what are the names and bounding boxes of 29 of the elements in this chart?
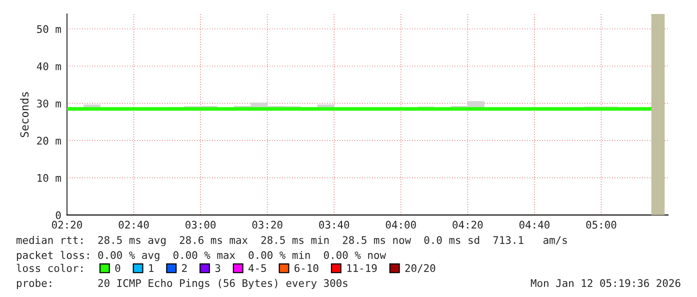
x-tick-label: 03:20 <box>252 220 282 229</box>
x-tick-label: 03:40 <box>319 220 350 229</box>
y-tick-label: 30 m <box>37 100 61 108</box>
text: median rtt: 28.5 ms avg 28.6 ms max 28.5 ms min 28.5 ms now 0.0 ms sd 713.1 am/s <box>16 236 567 246</box>
legend-label: 11-19 <box>347 264 377 272</box>
text: packet loss: 0.00 % avg 0.00 % max 0.00 % min 0.00 % now <box>16 250 386 262</box>
x-tick-label: 03:00 <box>186 220 216 229</box>
text: Mon Jan 12 05:19:36 2026 <box>530 279 680 288</box>
y-tick-label: 20 m <box>37 136 61 145</box>
y-axis-title: Seconds <box>20 92 29 138</box>
legend-label: 2 <box>182 264 187 272</box>
y-tick-label: 40 m <box>36 62 61 70</box>
legend-label: 6-10 <box>294 264 318 272</box>
x-tick-label: 02:40 <box>118 220 149 229</box>
x-tick-label: 04:20 <box>452 220 483 229</box>
legend-label: 4-5 <box>248 264 266 272</box>
x-tick-label: 05:00 <box>586 220 616 229</box>
y-tick-label: 10 m <box>38 174 61 182</box>
legend-label: 1 <box>149 264 154 272</box>
x-tick-label: 02:20 <box>52 220 82 229</box>
text: loss color: <box>16 264 82 272</box>
y-tick-label: 50 m <box>37 25 61 34</box>
y-tick-label: 0 <box>56 211 61 220</box>
x-tick-label: 04:00 <box>386 220 416 229</box>
legend-label: 0 <box>115 264 120 272</box>
legend-label: 20/20 <box>405 264 436 273</box>
legend-label: 3 <box>215 264 220 272</box>
text: probe: 20 ICMP Echo Pings (56 Bytes) every 300s <box>16 278 348 290</box>
x-tick-label: 04:40 <box>519 220 550 229</box>
